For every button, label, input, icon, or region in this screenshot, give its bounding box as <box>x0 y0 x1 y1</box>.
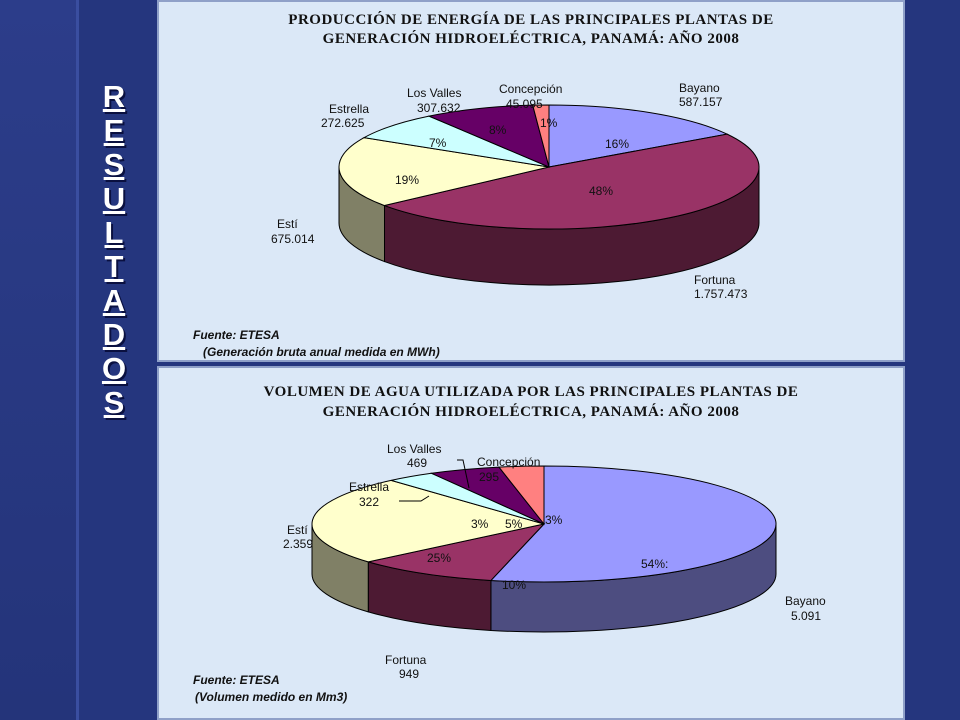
slice-name-label: Fortuna <box>385 653 427 667</box>
pie-slice-fortuna <box>382 133 760 230</box>
slice-percent-label: 7% <box>429 136 447 150</box>
slice-value-label: 2.359 <box>283 537 313 551</box>
slice-name-label: Estrella <box>349 480 389 494</box>
vertical-title-text: R E S U L T A D O S <box>101 79 127 420</box>
pie-slice-concepcin <box>497 465 545 526</box>
slice-percent-label: 5% <box>505 517 523 531</box>
slice-name-label: Estí <box>277 217 298 231</box>
slice-value-label: 5.091 <box>791 609 821 623</box>
pie-slice-bayano <box>548 104 729 168</box>
pie-slice-losvalles <box>427 104 550 168</box>
pie-slice-bayano <box>489 465 777 583</box>
slice-percent-label: 16% <box>605 137 629 151</box>
slice-percent-label: 8% <box>489 123 507 137</box>
slice-percent-label: 1% <box>540 116 558 130</box>
decorative-side-strip <box>0 0 78 720</box>
slice-percent-label: 54%: <box>641 557 668 571</box>
slice-name-label: Los Valles <box>407 86 461 100</box>
slice-value-label: 45.095 <box>506 97 543 111</box>
slice-value-label: 587.157 <box>679 95 723 109</box>
slice-value-label: 675.014 <box>271 232 315 246</box>
pie-slice-est <box>311 479 545 563</box>
chart-title-line2: GENERACIÓN HIDROELÉCTRICA, PANAMÁ: AÑO 2… <box>322 31 740 47</box>
chart-source-note: (Volumen medido en Mm3) <box>195 690 348 704</box>
slice-name-label: Bayano <box>679 81 720 95</box>
chart-source: Fuente: ETESA <box>193 328 280 342</box>
pie-slices <box>338 104 760 230</box>
pie-slices <box>311 465 777 583</box>
slice-percent-label: 19% <box>395 173 419 187</box>
pie-slice-est <box>338 137 550 207</box>
slice-name-label: Estrella <box>329 102 369 116</box>
slice-name-label: Los Valles <box>387 442 441 456</box>
slice-value-label: 1.757.473 <box>694 287 748 301</box>
chart-panel-water: VOLUMEN DE AGUA UTILIZADA POR LAS PRINCI… <box>157 366 905 720</box>
slice-percent-label: 25% <box>427 551 451 565</box>
leader-line <box>399 495 430 502</box>
pie-slice-fortuna <box>368 523 546 581</box>
chart-panel-energy: PRODUCCIÓN DE ENERGÍA DE LAS PRINCIPALES… <box>157 0 905 362</box>
slice-percent-label: 48% <box>589 184 613 198</box>
slice-value-label: 295 <box>479 470 499 484</box>
slice-value-label: 322 <box>359 495 379 509</box>
slice-percent-label: 3% <box>471 517 489 531</box>
slice-percent-label: 10% <box>502 578 526 592</box>
slice-name-label: Concepción <box>499 82 562 96</box>
slice-value-label: 307.632 <box>417 101 461 115</box>
chart-source: Fuente: ETESA <box>193 673 280 687</box>
chart-title-line2: GENERACIÓN HIDROELÉCTRICA, PANAMÁ: AÑO 2… <box>322 404 740 420</box>
slice-name-label: Estí <box>287 523 308 537</box>
slice-name-label: Concepción <box>477 455 540 469</box>
leader-line <box>457 459 470 489</box>
slice-value-label: 469 <box>407 456 427 470</box>
chart-title-line1: VOLUMEN DE AGUA UTILIZADA POR LAS PRINCI… <box>263 384 799 400</box>
slice-name-label: Fortuna <box>694 273 736 287</box>
slice-percent-label: 3% <box>545 513 563 527</box>
slice-name-label: Bayano <box>785 594 826 608</box>
chart-source-note: (Generación bruta anual medida en MWh) <box>203 345 440 359</box>
decorative-divider <box>76 0 79 720</box>
slice-value-label: 949 <box>399 667 419 681</box>
vertical-title: R E S U L T A D O S <box>94 80 134 420</box>
slice-value-label: 272.625 <box>321 116 365 130</box>
pie-slice-concepcin <box>532 104 550 168</box>
pie-slice-estrella <box>362 115 550 168</box>
chart-title-line1: PRODUCCIÓN DE ENERGÍA DE LAS PRINCIPALES… <box>288 12 774 28</box>
